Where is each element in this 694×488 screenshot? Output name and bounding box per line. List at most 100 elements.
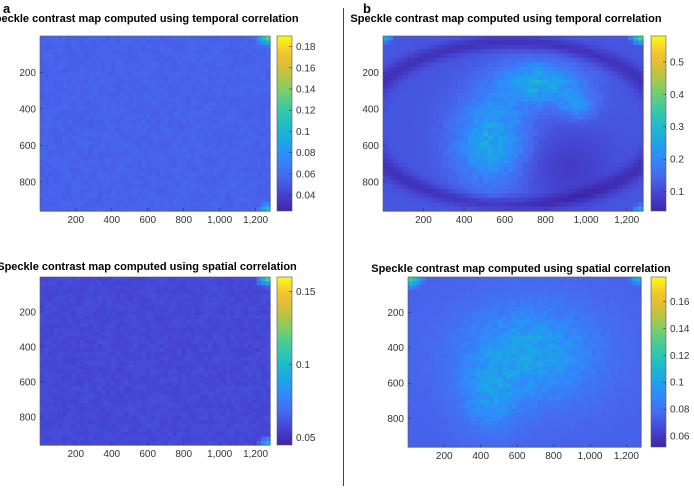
heatmap-cell (181, 92, 187, 98)
heatmap-cell (177, 382, 183, 387)
heatmap-cell (66, 193, 72, 199)
heatmap-cell (203, 88, 209, 94)
heatmap-cell (53, 403, 59, 408)
heatmap-cell (88, 440, 94, 446)
heatmap-cell (132, 167, 138, 173)
heatmap-cell (199, 57, 205, 63)
heatmap-cell (97, 302, 103, 307)
heatmap-cell (190, 306, 196, 312)
heatmap-cell (141, 365, 147, 370)
heatmap-cell (239, 419, 245, 425)
heatmap-cell (101, 36, 107, 41)
heatmap-cell (146, 53, 152, 59)
heatmap-cell (225, 110, 231, 116)
heatmap-cell (239, 49, 245, 55)
heatmap-cell (137, 141, 143, 146)
heatmap-cell (132, 403, 138, 408)
heatmap-cell (66, 386, 72, 391)
heatmap-cell (84, 101, 90, 107)
heatmap-cell (558, 36, 564, 41)
heatmap-cell (79, 394, 85, 400)
heatmap-cell (168, 141, 174, 146)
heatmap-cell (247, 428, 253, 433)
heatmap-cell (261, 53, 267, 59)
heatmap-cell (75, 319, 81, 324)
heatmap-cell (101, 281, 107, 286)
heatmap-cell (185, 101, 191, 107)
heatmap-cell (84, 127, 90, 133)
heatmap-cell (598, 75, 604, 81)
heatmap-cell (110, 202, 116, 208)
heatmap-cell (221, 382, 227, 387)
heatmap-panel-1: Speckle contrast map computed using temp… (0, 13, 316, 226)
heatmap-cell (146, 149, 152, 155)
heatmap-cell (110, 71, 116, 76)
heatmap-cell (234, 92, 240, 98)
heatmap-cell (159, 361, 165, 366)
heatmap-cell (239, 411, 245, 417)
heatmap-cell (106, 356, 112, 362)
heatmap-cell (243, 149, 249, 155)
heatmap-cell (93, 162, 99, 168)
heatmap-cell (190, 127, 196, 133)
heatmap-cell (234, 40, 240, 46)
heatmap-cell (62, 331, 68, 337)
heatmap-cell (119, 162, 125, 168)
heatmap-cell (239, 101, 245, 107)
heatmap-cell (468, 53, 474, 59)
heatmap-cell (428, 44, 434, 50)
heatmap-cell (40, 394, 46, 400)
heatmap-cell (155, 193, 161, 199)
heatmap-cell (194, 361, 200, 366)
y-tick-label: 800 (19, 412, 36, 423)
heatmap-cell (225, 206, 231, 212)
heatmap-cell (453, 44, 459, 50)
heatmap-cell (216, 40, 222, 46)
heatmap-cell (48, 432, 54, 438)
heatmap-cell (124, 110, 130, 116)
heatmap-cell (256, 319, 262, 324)
heatmap-cell (393, 92, 399, 98)
heatmap-cell (79, 92, 85, 98)
heatmap-cell (88, 293, 94, 299)
heatmap-cell (203, 407, 209, 412)
heatmap-cell (398, 66, 404, 72)
heatmap-cell (93, 202, 99, 208)
heatmap-cell (221, 390, 227, 396)
heatmap-cell (57, 97, 63, 103)
heatmap-cell (518, 88, 524, 94)
heatmap-cell (181, 310, 187, 316)
heatmap-cell (124, 53, 130, 59)
heatmap-cell (163, 440, 169, 446)
heatmap-cell (181, 158, 187, 164)
heatmap-cell (247, 106, 253, 111)
heatmap-cell (212, 373, 218, 379)
heatmap-cell (388, 62, 394, 68)
heatmap-cell (265, 335, 271, 341)
heatmap-cell (212, 202, 218, 208)
heatmap-cell (239, 71, 245, 76)
heatmap-cell (70, 289, 76, 295)
heatmap-cell (75, 377, 81, 383)
heatmap-cell (578, 75, 584, 81)
heatmap-cell (79, 40, 85, 46)
heatmap-cell (247, 436, 253, 442)
heatmap-cell (119, 36, 125, 41)
heatmap-cell (62, 66, 68, 72)
heatmap-cell (66, 97, 72, 103)
heatmap-cell (97, 44, 103, 50)
heatmap-cell (177, 149, 183, 155)
heatmap-cell (57, 180, 63, 186)
heatmap-cell (199, 84, 205, 90)
heatmap-cell (172, 149, 178, 155)
heatmap-cell (40, 57, 46, 63)
heatmap-cell (265, 436, 271, 442)
heatmap-cell (62, 419, 68, 425)
heatmap-cell (208, 92, 214, 98)
heatmap-cell (155, 49, 161, 55)
heatmap-cell (638, 44, 644, 50)
heatmap-cell (234, 158, 240, 164)
heatmap-cell (146, 158, 152, 164)
heatmap-cell (190, 75, 196, 81)
heatmap-cell (463, 79, 469, 85)
